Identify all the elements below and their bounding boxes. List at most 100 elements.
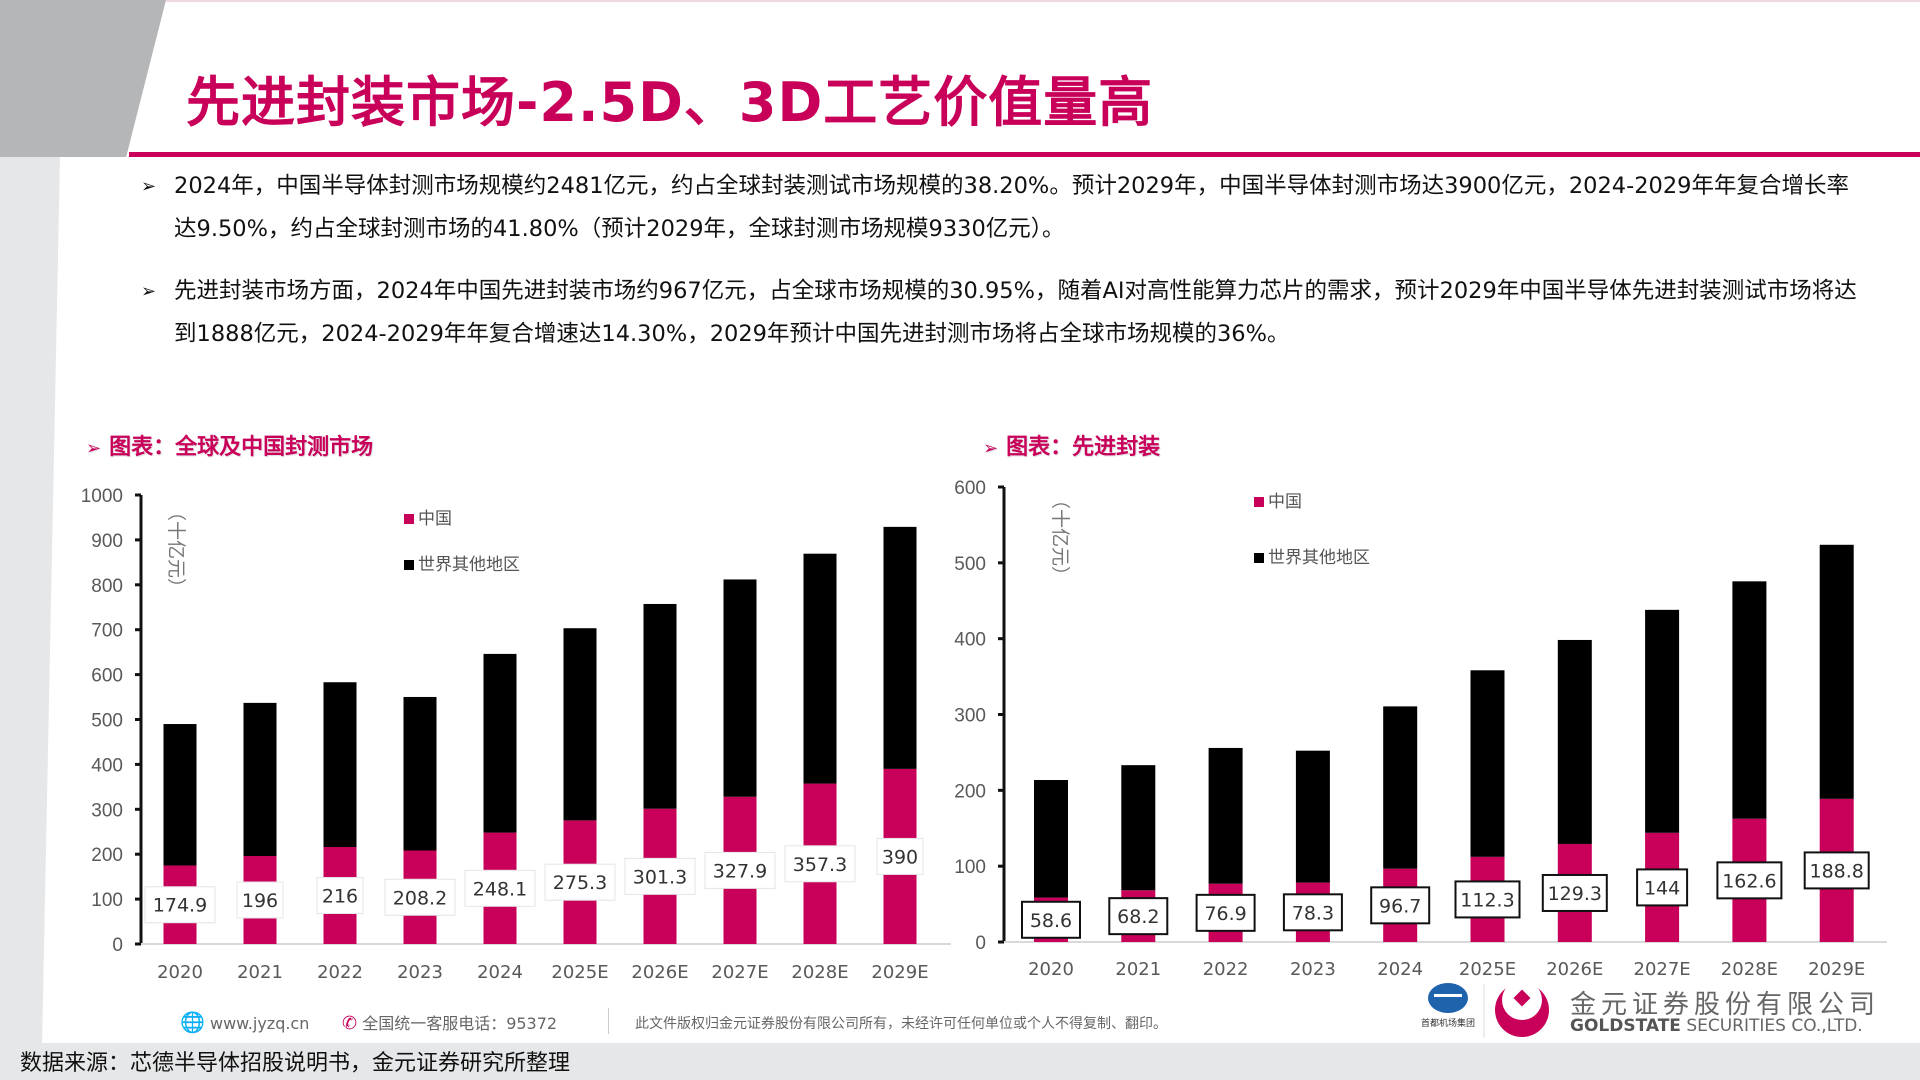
chart2-data-label-box bbox=[1282, 893, 1343, 932]
chart1-legend-label: 世界其他地区 bbox=[418, 555, 520, 575]
chart1-y-tick-label: 1000 bbox=[81, 486, 123, 507]
footer-hotline: ✆ 全国统一客服电话：95372 bbox=[342, 1010, 557, 1034]
partner-logo-mark bbox=[1428, 983, 1468, 1013]
chart1-data-label-box bbox=[384, 878, 456, 916]
chart2-x-tick-label: 2020 bbox=[1028, 959, 1074, 980]
chart2-data-label-box bbox=[1716, 861, 1783, 900]
chart2-y-tick-label: 500 bbox=[954, 554, 986, 575]
chart2-y-tick-label: 100 bbox=[954, 857, 986, 878]
chart1-bar-rest bbox=[883, 526, 917, 769]
chart1-bar-rest bbox=[323, 682, 357, 848]
chart2-data-label-box bbox=[1454, 880, 1521, 919]
chart2-x-tick-label: 2029E bbox=[1808, 959, 1865, 980]
chart1-bar-rest bbox=[643, 603, 677, 809]
chart2-bar-rest bbox=[1034, 780, 1068, 898]
chart1-data-label: 301.3 bbox=[633, 866, 687, 888]
chart1-data-label-box bbox=[316, 877, 364, 915]
bullet-text: 2024年，中国半导体封测市场规模约2481亿元，约占全球封装测试市场规模的38… bbox=[174, 173, 1849, 242]
chart1-y-tick-label: 100 bbox=[91, 890, 123, 911]
chart1-x-tick-label: 2028E bbox=[791, 962, 848, 983]
chart2-data-label-box bbox=[1108, 897, 1169, 936]
title-divider bbox=[129, 152, 1920, 157]
footer-website[interactable]: 🌐 www.jyzq.cn bbox=[180, 1010, 309, 1034]
chart1-data-label-box bbox=[704, 851, 776, 889]
chart2-x-tick-label: 2023 bbox=[1290, 959, 1336, 980]
chart1-x-tick-label: 2025E bbox=[551, 962, 608, 983]
data-source: 数据来源：芯德半导体招股说明书，金元证券研究所整理 bbox=[20, 1051, 571, 1076]
brand-en-rest: SECURITIES CO.,LTD. bbox=[1686, 1016, 1863, 1036]
chart2-data-label: 129.3 bbox=[1548, 883, 1602, 905]
hotline-text: 全国统一客服电话：95372 bbox=[362, 1014, 558, 1033]
partner-logo-text: 首都机场集团 bbox=[1421, 1017, 1475, 1029]
page-title: 先进封装市场-2.5D、3D工艺价值量高 bbox=[186, 71, 1154, 134]
company-logos: 首都机场集团 金元证券股份有限公司 GOLDSTATE SECURITIES C… bbox=[1410, 980, 1875, 1040]
chart2-data-label: 58.6 bbox=[1030, 910, 1072, 932]
chart1-y-tick-label: 500 bbox=[91, 711, 123, 732]
chart2-x-tick-label: 2021 bbox=[1115, 959, 1161, 980]
brand-en-bold: GOLDSTATE bbox=[1570, 1016, 1681, 1036]
brand-name-cn: 金元证券股份有限公司 bbox=[1570, 990, 1881, 1020]
chart1-x-tick-label: 2026E bbox=[631, 962, 688, 983]
chart2-legend-label: 中国 bbox=[1268, 492, 1302, 512]
website-text: www.jyzq.cn bbox=[210, 1014, 310, 1033]
partner-logo: 首都机场集团 bbox=[1421, 980, 1549, 1038]
chart1-data-label: 327.9 bbox=[713, 860, 767, 882]
chart2-unit-label: （十亿元） bbox=[1049, 490, 1071, 585]
chart2-data-label: 78.3 bbox=[1292, 902, 1334, 924]
chart1-data-label: 390 bbox=[882, 846, 918, 868]
chart1-y-tick-label: 300 bbox=[91, 800, 123, 821]
arrow-bullet-icon: ➢ bbox=[86, 438, 102, 459]
bullet-text: 先进封装市场方面，2024年中国先进封装市场约967亿元，占全球市场规模的30.… bbox=[174, 278, 1857, 347]
chart2-x-tick-label: 2027E bbox=[1634, 959, 1691, 980]
chart1-data-label-box bbox=[464, 869, 536, 907]
chart1-legend-swatch-china bbox=[404, 514, 414, 524]
chart2-data-label: 112.3 bbox=[1460, 889, 1514, 911]
chart2-data-label-box bbox=[1636, 868, 1689, 907]
chart2-legend-swatch-china bbox=[1254, 497, 1264, 507]
chart1-y-tick-label: 0 bbox=[112, 935, 123, 956]
arrow-bullet-icon: ➢ bbox=[141, 281, 157, 302]
chart2-data-label-box bbox=[1541, 873, 1608, 912]
footer-copyright: 此文件版权归金元证券股份有限公司所有，未经许可任何单位或个人不得复制、翻印。 bbox=[635, 1016, 1167, 1032]
chart1-x-tick-label: 2023 bbox=[397, 962, 443, 983]
chart2-x-tick-label: 2022 bbox=[1203, 959, 1249, 980]
chart2-bar-rest bbox=[1819, 544, 1854, 799]
chart1-legend-label: 中国 bbox=[418, 509, 452, 529]
chart2-data-label: 96.7 bbox=[1379, 895, 1421, 917]
chart2-bar-rest bbox=[1470, 670, 1505, 857]
chart2-data-label: 68.2 bbox=[1117, 906, 1159, 928]
partner-logo-stripe bbox=[1434, 994, 1462, 997]
chart2-bar-rest bbox=[1732, 581, 1767, 819]
chart1-unit-label: （十亿元） bbox=[165, 502, 187, 597]
footer-divider bbox=[608, 1008, 609, 1034]
chart2-data-label-box bbox=[1803, 851, 1870, 890]
chart2-data-label-box bbox=[1195, 893, 1256, 932]
chart1-x-tick-label: 2024 bbox=[477, 962, 523, 983]
chart1-data-label-box bbox=[876, 837, 924, 875]
chart2-y-tick-label: 300 bbox=[954, 706, 986, 727]
chart2-heading-text: 图表：先进封装 bbox=[1006, 435, 1161, 460]
chart1-data-label-box bbox=[544, 863, 616, 901]
chart1-x-tick-label: 2020 bbox=[157, 962, 203, 983]
chart1-x-tick-label: 2027E bbox=[711, 962, 768, 983]
chart1-x-tick-label: 2021 bbox=[237, 962, 283, 983]
chart1-bar-rest bbox=[723, 579, 757, 797]
chart2-bar-rest bbox=[1295, 750, 1330, 883]
chart1-bar-rest bbox=[563, 628, 597, 821]
chart1-data-label: 174.9 bbox=[153, 895, 207, 917]
chart1-data-label: 208.2 bbox=[393, 887, 447, 909]
chart1-data-label-box bbox=[236, 881, 284, 919]
chart2-bar-rest bbox=[1645, 609, 1680, 833]
top-line bbox=[166, 0, 1920, 2]
chart1-data-label: 196 bbox=[242, 890, 278, 912]
chart2-heading: ➢ 图表：先进封装 bbox=[983, 429, 1160, 461]
chart2-bar-rest bbox=[1557, 639, 1592, 844]
chart1-y-tick-label: 400 bbox=[91, 755, 123, 776]
chart1-bar-rest bbox=[243, 702, 277, 856]
chart2-data-label: 162.6 bbox=[1722, 870, 1776, 892]
chart1-y-tick-label: 600 bbox=[91, 666, 123, 687]
arrow-bullet-icon: ➢ bbox=[141, 176, 157, 197]
phone-icon: ✆ bbox=[342, 1013, 358, 1034]
chart2-data-label: 188.8 bbox=[1809, 860, 1863, 882]
chart1-y-tick-label: 800 bbox=[91, 576, 123, 597]
